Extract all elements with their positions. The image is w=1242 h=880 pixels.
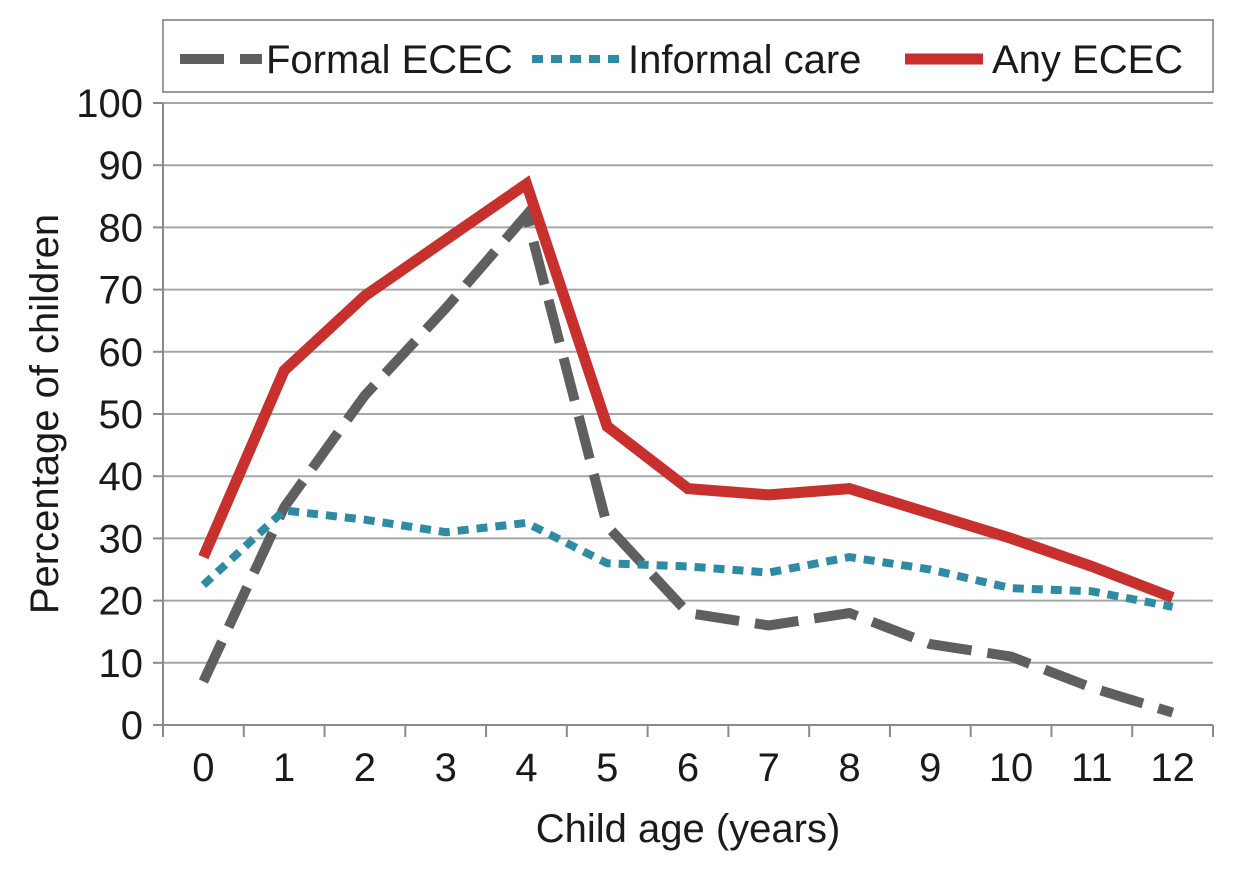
x-tick-label: 1 bbox=[273, 746, 295, 790]
series-line-informal-care bbox=[200, 506, 1174, 611]
y-tick-label: 50 bbox=[99, 393, 144, 437]
y-axis-title: Percentage of children bbox=[23, 214, 67, 614]
series-line-any-ecec bbox=[198, 175, 1175, 603]
x-tick-label: 12 bbox=[1150, 746, 1195, 790]
x-tick-label: 11 bbox=[1071, 746, 1113, 790]
x-tick-label: 10 bbox=[989, 746, 1034, 790]
y-tick-label: 20 bbox=[99, 580, 144, 624]
y-tick-label: 60 bbox=[99, 331, 144, 375]
x-tick-label: 9 bbox=[919, 746, 941, 790]
x-tick-label: 8 bbox=[838, 746, 860, 790]
y-tick-label: 90 bbox=[99, 144, 144, 188]
x-tick-label: 2 bbox=[354, 746, 376, 790]
series-lines bbox=[198, 175, 1175, 718]
y-tick-label: 100 bbox=[76, 82, 143, 126]
gridlines bbox=[163, 102, 1213, 664]
x-tick-label: 5 bbox=[596, 746, 618, 790]
series-line-formal-ecec bbox=[198, 204, 1175, 718]
y-tick-label: 0 bbox=[121, 704, 143, 748]
y-tick-label: 30 bbox=[99, 517, 144, 561]
x-tick-label: 4 bbox=[515, 746, 537, 790]
x-tick-label: 6 bbox=[677, 746, 699, 790]
legend: Formal ECEC Informal care Any ECEC bbox=[162, 19, 1214, 93]
legend-label: Informal care bbox=[628, 38, 861, 82]
y-tick-label: 40 bbox=[99, 455, 144, 499]
x-tick-labels: 0 1 2 3 4 5 6 7 8 9 10 11 12 bbox=[192, 746, 1195, 790]
legend-box bbox=[162, 19, 1214, 93]
y-tick-label: 10 bbox=[99, 642, 144, 686]
axes bbox=[153, 102, 1214, 737]
y-tick-label: 70 bbox=[99, 269, 144, 313]
x-tick-label: 7 bbox=[758, 746, 780, 790]
legend-label: Any ECEC bbox=[992, 38, 1183, 82]
x-tick-label: 0 bbox=[192, 746, 214, 790]
x-tick-label: 3 bbox=[435, 746, 457, 790]
x-axis-title: Child age (years) bbox=[536, 807, 841, 851]
legend-label: Formal ECEC bbox=[266, 38, 513, 82]
y-tick-labels: 0 10 20 30 40 50 60 70 80 90 100 bbox=[76, 82, 143, 748]
y-tick-label: 80 bbox=[99, 206, 144, 250]
